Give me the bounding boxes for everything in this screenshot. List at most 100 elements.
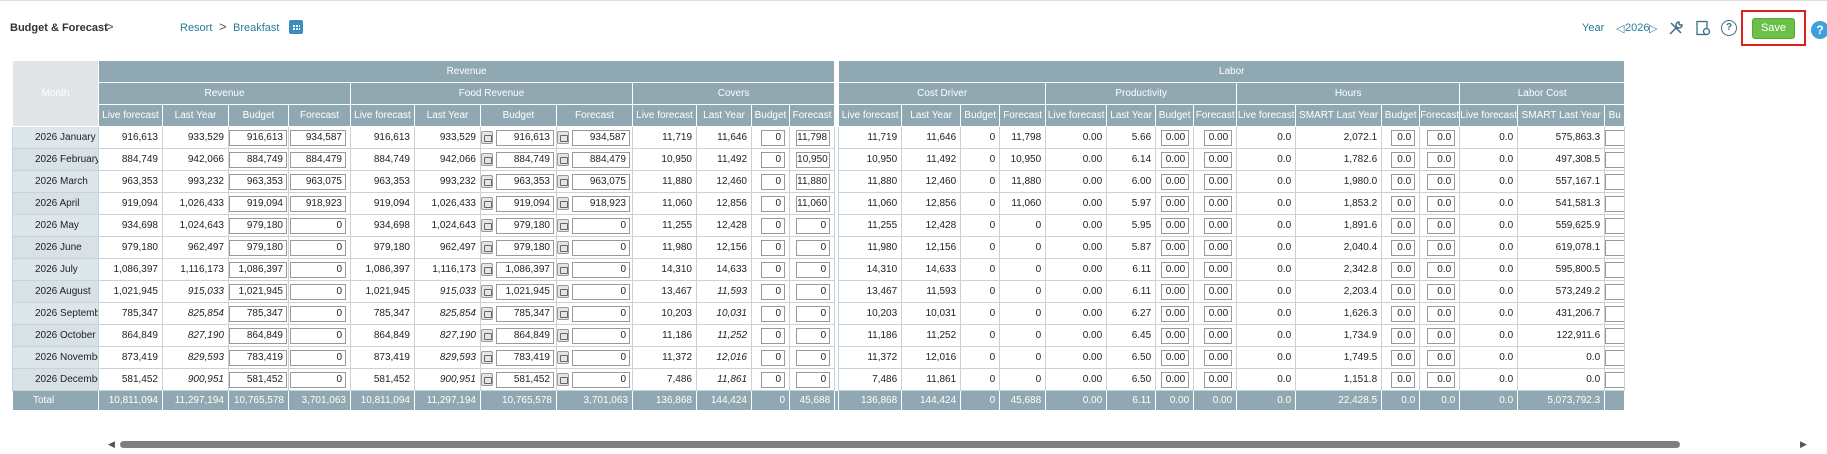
column-header[interactable]: Forecast: [556, 104, 633, 127]
padlock-icon[interactable]: [557, 153, 569, 166]
input-field[interactable]: 916,613: [496, 129, 554, 146]
column-header[interactable]: Last Year: [696, 104, 752, 127]
save-button[interactable]: Save: [1752, 18, 1795, 39]
input-field[interactable]: 934,587: [290, 129, 346, 146]
column-header[interactable]: SMART Last Year: [1517, 104, 1606, 127]
input-field[interactable]: 979,180: [496, 217, 554, 234]
input-field[interactable]: 864,849: [496, 327, 554, 344]
input-field[interactable]: 979,180: [496, 239, 554, 256]
input-field[interactable]: 0: [796, 371, 831, 388]
input-field[interactable]: 0: [796, 305, 831, 322]
input-field[interactable]: [1605, 217, 1624, 234]
tools-icon[interactable]: [1668, 20, 1684, 36]
input-field[interactable]: 0.00: [1161, 173, 1190, 190]
input-field[interactable]: 0.0: [1427, 151, 1456, 168]
column-header[interactable]: Forecast: [788, 104, 836, 127]
input-field[interactable]: 0: [572, 305, 630, 322]
padlock-icon[interactable]: [481, 263, 493, 276]
input-field[interactable]: 0: [761, 173, 785, 190]
input-field[interactable]: [1605, 195, 1624, 212]
padlock-icon[interactable]: [481, 153, 493, 166]
year-next-button[interactable]: ▷: [1649, 23, 1658, 35]
input-field[interactable]: 0.00: [1204, 327, 1233, 344]
input-field[interactable]: 0.00: [1204, 195, 1233, 212]
input-field[interactable]: [1605, 239, 1624, 256]
input-field[interactable]: 0: [796, 217, 831, 234]
input-field[interactable]: 0.00: [1161, 195, 1190, 212]
input-field[interactable]: 783,419: [229, 349, 287, 366]
input-field[interactable]: 783,419: [496, 349, 554, 366]
input-field[interactable]: 0.0: [1391, 151, 1416, 168]
input-field[interactable]: 1,086,397: [229, 261, 287, 278]
input-field[interactable]: 0.00: [1204, 173, 1233, 190]
padlock-icon[interactable]: [481, 351, 493, 364]
padlock-icon[interactable]: [481, 373, 493, 386]
column-header[interactable]: Forecast: [1419, 104, 1461, 127]
input-field[interactable]: 963,353: [229, 173, 287, 190]
input-field[interactable]: 0.00: [1204, 283, 1233, 300]
input-field[interactable]: 0: [290, 239, 346, 256]
input-field[interactable]: 11,060: [796, 195, 831, 212]
input-field[interactable]: 884,749: [229, 151, 287, 168]
input-field[interactable]: 0: [290, 371, 346, 388]
padlock-icon[interactable]: [557, 285, 569, 298]
input-field[interactable]: 10,950: [796, 151, 831, 168]
input-field[interactable]: 0: [761, 327, 785, 344]
column-header[interactable]: Bu: [1604, 104, 1626, 127]
input-field[interactable]: 934,587: [572, 129, 630, 146]
input-field[interactable]: 0.00: [1161, 349, 1190, 366]
column-header[interactable]: Forecast: [999, 104, 1047, 127]
scrollbar-thumb[interactable]: [120, 441, 1680, 448]
input-field[interactable]: 918,923: [290, 195, 346, 212]
input-field[interactable]: 0: [572, 283, 630, 300]
column-header[interactable]: Budget: [751, 104, 790, 127]
input-field[interactable]: 0.0: [1391, 217, 1416, 234]
input-field[interactable]: [1605, 173, 1624, 190]
input-field[interactable]: 0.00: [1204, 151, 1233, 168]
input-field[interactable]: 0.00: [1161, 129, 1190, 146]
input-field[interactable]: 0: [761, 305, 785, 322]
input-field[interactable]: 0.0: [1391, 195, 1416, 212]
input-field[interactable]: 0: [290, 349, 346, 366]
input-field[interactable]: 0.0: [1427, 239, 1456, 256]
input-field[interactable]: 919,094: [496, 195, 554, 212]
input-field[interactable]: 0.00: [1204, 305, 1233, 322]
input-field[interactable]: 0: [761, 261, 785, 278]
column-header[interactable]: Budget: [480, 104, 557, 127]
padlock-icon[interactable]: [481, 131, 493, 144]
input-field[interactable]: 864,849: [229, 327, 287, 344]
input-field[interactable]: 0.0: [1427, 327, 1456, 344]
padlock-icon[interactable]: [557, 373, 569, 386]
input-field[interactable]: 0.0: [1391, 349, 1416, 366]
input-field[interactable]: [1605, 327, 1624, 344]
input-field[interactable]: [1605, 305, 1624, 322]
padlock-icon[interactable]: [557, 175, 569, 188]
column-header[interactable]: Forecast: [1193, 104, 1238, 127]
input-field[interactable]: 1,021,945: [496, 283, 554, 300]
input-field[interactable]: 0: [796, 327, 831, 344]
input-field[interactable]: 0.00: [1161, 217, 1190, 234]
padlock-icon[interactable]: [557, 307, 569, 320]
column-header[interactable]: Live forecast: [1459, 104, 1519, 127]
input-field[interactable]: 0.00: [1204, 371, 1233, 388]
input-field[interactable]: [1605, 129, 1624, 146]
input-field[interactable]: 0.00: [1204, 349, 1233, 366]
padlock-icon[interactable]: [557, 241, 569, 254]
input-field[interactable]: 0: [796, 349, 831, 366]
input-field[interactable]: [1605, 349, 1624, 366]
column-header[interactable]: Last Year: [414, 104, 481, 127]
horizontal-scrollbar[interactable]: ◀ ▶: [108, 439, 1807, 449]
padlock-icon[interactable]: [557, 263, 569, 276]
input-field[interactable]: 0.0: [1391, 239, 1416, 256]
input-field[interactable]: 0: [761, 239, 785, 256]
input-field[interactable]: 963,075: [572, 173, 630, 190]
column-header[interactable]: Budget: [1381, 104, 1421, 127]
input-field[interactable]: 0.00: [1204, 261, 1233, 278]
padlock-icon[interactable]: [481, 197, 493, 210]
input-field[interactable]: 1,021,945: [229, 283, 287, 300]
padlock-icon[interactable]: [481, 241, 493, 254]
year-prev-button[interactable]: ◁: [1616, 23, 1625, 35]
input-field[interactable]: 11,880: [796, 173, 831, 190]
column-header[interactable]: Last Year: [901, 104, 962, 127]
input-field[interactable]: 0.0: [1427, 283, 1456, 300]
